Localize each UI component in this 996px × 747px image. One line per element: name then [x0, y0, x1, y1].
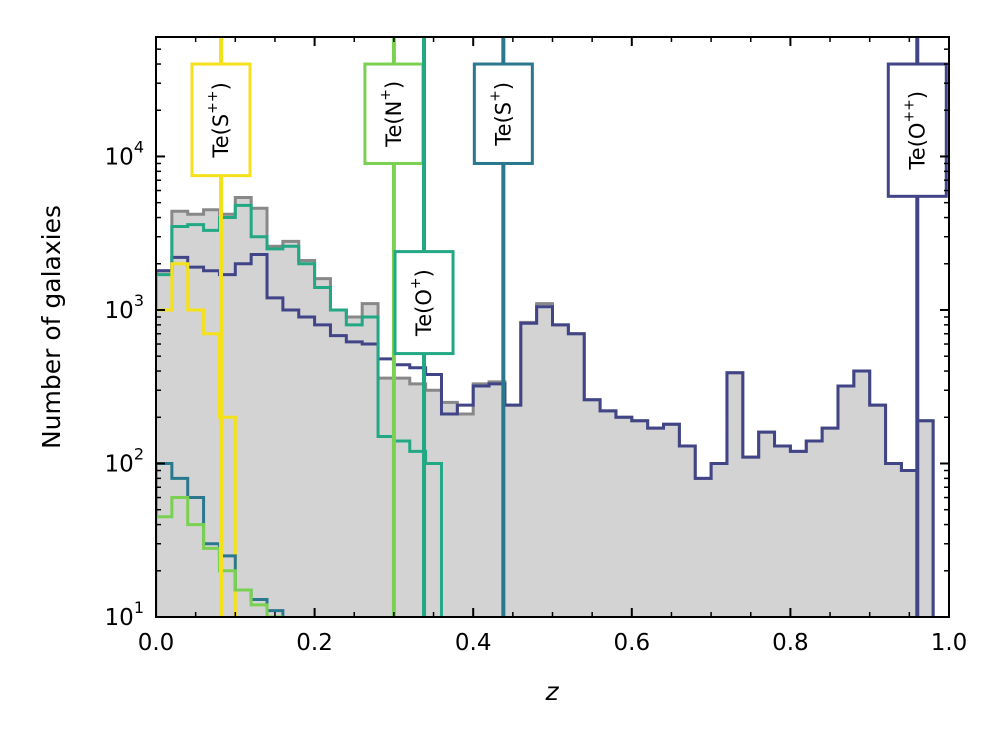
marker-tes-p: Te(S+): [472, 37, 534, 617]
plot-area: [156, 196, 935, 617]
marker-teo-pp: Te(O++): [886, 37, 948, 617]
marker-label-box: [190, 62, 252, 178]
marker-label: Te(S+): [487, 82, 515, 147]
y-axis-label: Number of galaxies: [37, 205, 66, 449]
marker-label: Te(O+): [408, 269, 436, 337]
x-tick-label: 0.0: [138, 630, 175, 656]
histogram-teo-pp: [156, 252, 935, 617]
x-tick-label: 0.6: [614, 630, 651, 656]
y-tick-label: 101: [105, 598, 144, 631]
marker-label: Te(S++): [205, 82, 233, 158]
y-tick-label: 103: [105, 291, 144, 324]
redshift-markers: Te(S++) Te(N+) Te(O+) Te(S+) Te(O++): [190, 37, 948, 617]
histogram-total-fill: [156, 197, 934, 617]
marker-label: Te(O++): [901, 91, 929, 171]
marker-tes-pp: Te(S++): [190, 37, 252, 617]
y-tick-label: 104: [105, 137, 144, 170]
x-tick-label: 0.2: [296, 630, 333, 656]
marker-ten-p: Te(N+): [363, 37, 425, 617]
y-tick-label: 102: [105, 444, 144, 477]
x-tick-label: 0.4: [455, 630, 492, 656]
x-tick-label: 0.8: [772, 630, 809, 656]
marker-teo-p: Te(O+): [393, 37, 455, 617]
marker-label-box: [393, 250, 455, 356]
marker-label-box: [472, 62, 534, 165]
x-axis-label: z: [544, 677, 559, 706]
x-tick-label: 1.0: [931, 630, 968, 656]
axis-ticks: 0.0 0.2 0.4 0.6 0.8 1.0 101 102 103 104: [105, 37, 968, 656]
marker-label: Te(N+): [378, 81, 406, 148]
marker-label-box: [886, 62, 948, 198]
